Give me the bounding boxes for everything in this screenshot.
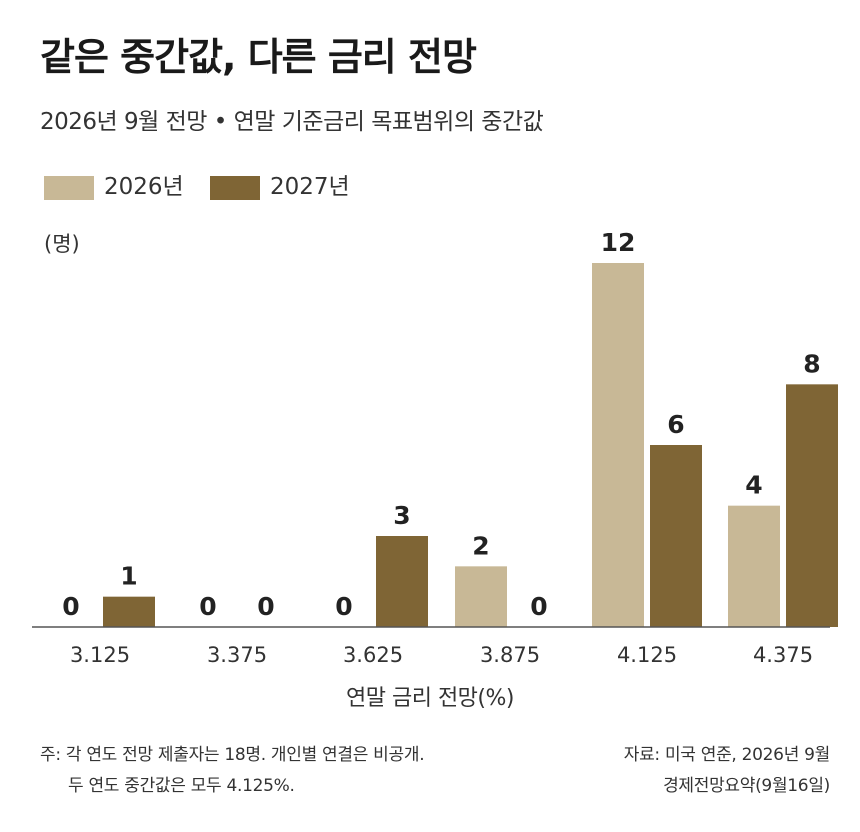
bar-2027-4.375 — [786, 384, 838, 627]
data-label-2027-3.875: 0 — [530, 592, 547, 621]
data-label-2026-3.125: 0 — [62, 592, 79, 621]
footnote-line-2: 두 연도 중간값은 모두 4.125%. — [68, 776, 295, 796]
data-label-2026-3.625: 0 — [335, 592, 352, 621]
source-note: 자료: 미국 연준, 2026년 9월 경제전망요약(9월16일) — [623, 740, 831, 802]
bar-2027-3.625 — [376, 536, 428, 627]
y-unit-label: (명) — [44, 232, 80, 256]
data-label-2026-4.375: 4 — [745, 471, 762, 500]
legend-label-2027: 2027년 — [270, 174, 350, 200]
x-tick-label-4.125: 4.125 — [617, 643, 677, 667]
x-tick-label-3.625: 3.625 — [343, 643, 403, 667]
x-tick-label-3.875: 3.875 — [480, 643, 540, 667]
bar-2026-4.125 — [592, 263, 644, 627]
source-line-2: 경제전망요약(9월16일) — [663, 776, 830, 796]
data-label-2026-3.375: 0 — [199, 592, 216, 621]
bar-chart: 0 1 3.125 0 0 3.375 0 3 3.625 2 0 3.875 12 6 4.125 4 8 4.… — [32, 228, 838, 667]
legend-swatch-2026 — [44, 176, 94, 200]
data-label-2027-3.125: 1 — [120, 562, 137, 591]
x-axis-label: 연말 금리 전망(%) — [346, 686, 515, 711]
bar-2027-4.125 — [650, 445, 702, 627]
legend-label-2026: 2026년 — [104, 174, 184, 200]
data-label-2027-3.375: 0 — [257, 592, 274, 621]
x-tick-label-4.375: 4.375 — [753, 643, 813, 667]
bar-2027-3.125 — [103, 596, 155, 627]
data-label-2026-3.875: 2 — [472, 531, 489, 560]
bar-2026-3.875 — [455, 566, 507, 627]
data-label-2026-4.125: 12 — [601, 228, 636, 257]
x-tick-label-3.125: 3.125 — [70, 643, 130, 667]
footnote: 주: 각 연도 전망 제출자는 18명. 개인별 연결은 비공개. 두 연도 중… — [40, 740, 425, 802]
footnote-line-1: 주: 각 연도 전망 제출자는 18명. 개인별 연결은 비공개. — [40, 745, 425, 765]
legend-swatch-2027 — [210, 176, 260, 200]
source-line-1: 자료: 미국 연준, 2026년 9월 — [623, 745, 831, 765]
data-label-2027-3.625: 3 — [393, 501, 410, 530]
x-tick-label-3.375: 3.375 — [207, 643, 267, 667]
chart-title: 같은 중간값, 다른 금리 전망 — [40, 35, 477, 79]
data-label-2027-4.375: 8 — [803, 349, 820, 378]
data-label-2027-4.125: 6 — [667, 410, 684, 439]
chart-subtitle: 2026년 9월 전망 • 연말 기준금리 목표범위의 중간값 — [40, 109, 544, 135]
bar-2026-4.375 — [728, 505, 780, 627]
